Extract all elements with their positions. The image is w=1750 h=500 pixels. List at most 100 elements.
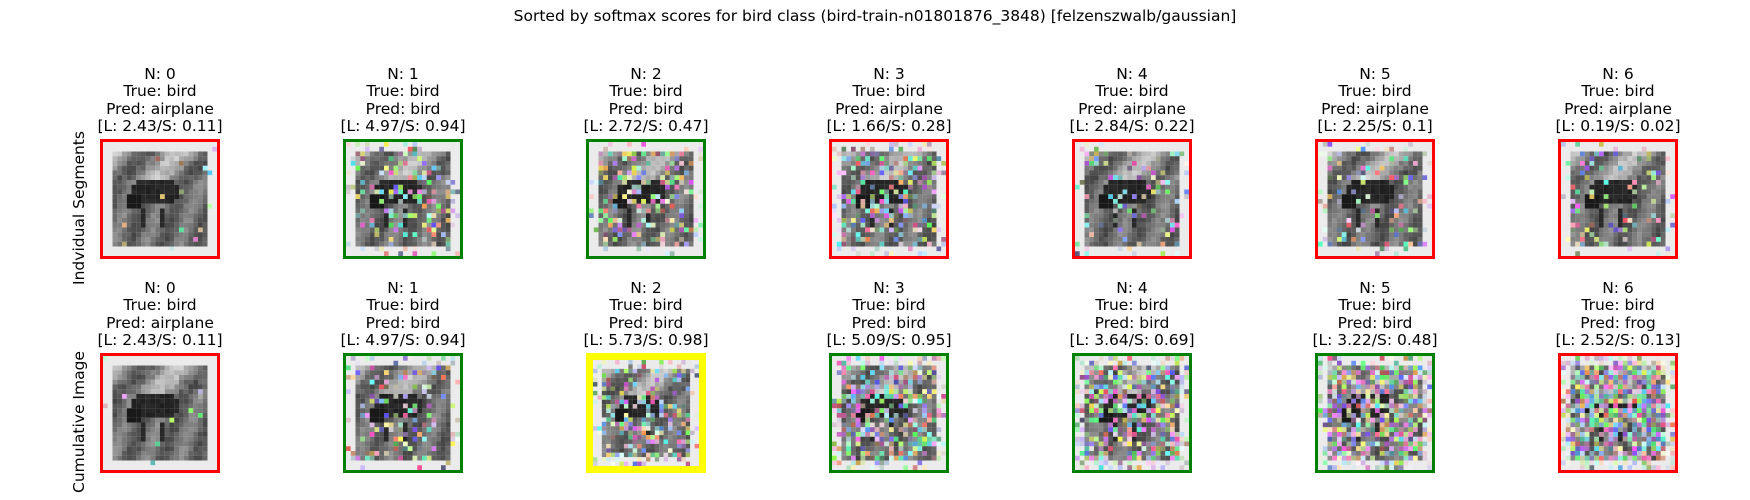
bird-thumbnail: [1318, 142, 1432, 256]
true-class-label: True: bird: [1095, 296, 1169, 315]
panel-title: N: 3 True: bird Pred: bird [L: 5.09/S: 0.95…: [789, 279, 989, 349]
panel-index-label: N: 4: [1116, 65, 1148, 83]
score-label: [L: 2.84/S: 0.22]: [1069, 116, 1195, 135]
true-class-label: True: bird: [609, 296, 683, 315]
image-panel: N: 0 True: bird Pred: airplane [L: 2.43/S: …: [60, 65, 260, 276]
segment-image: [343, 353, 463, 473]
bird-thumbnail: [103, 356, 217, 470]
panel-title: N: 2 True: bird Pred: bird [L: 2.72/S: 0.47…: [546, 65, 746, 135]
predicted-class-label: Pred: airplane: [1321, 99, 1429, 118]
score-label: [L: 4.97/S: 0.94]: [340, 116, 466, 135]
score-label: [L: 4.97/S: 0.94]: [340, 330, 466, 349]
score-label: [L: 3.22/S: 0.48]: [1312, 330, 1438, 349]
segment-image: [1072, 139, 1192, 259]
score-label: [L: 2.43/S: 0.11]: [97, 116, 223, 135]
true-class-label: True: bird: [123, 82, 197, 101]
panel-title: N: 4 True: bird Pred: airplane [L: 2.84/S: …: [1032, 65, 1232, 135]
predicted-class-label: Pred: bird: [365, 313, 441, 332]
panel-title: N: 6 True: bird Pred: airplane [L: 0.19/S: …: [1518, 65, 1718, 135]
panel-index-label: N: 1: [387, 65, 419, 83]
score-label: [L: 2.72/S: 0.47]: [583, 116, 709, 135]
predicted-class-label: Pred: bird: [851, 313, 927, 332]
panel-index-label: N: 6: [1602, 65, 1634, 83]
panel-index-label: N: 6: [1602, 279, 1634, 297]
score-label: [L: 2.43/S: 0.11]: [97, 330, 223, 349]
predicted-class-label: Pred: bird: [608, 99, 684, 118]
score-label: [L: 3.64/S: 0.69]: [1069, 330, 1195, 349]
panel-title: N: 0 True: bird Pred: airplane [L: 2.43/S: …: [60, 65, 260, 135]
panel-index-label: N: 5: [1359, 279, 1391, 297]
panel-index-label: N: 0: [144, 65, 176, 83]
panel-index-label: N: 2: [630, 279, 662, 297]
image-panel: N: 4 True: bird Pred: airplane [L: 2.84/S: …: [1032, 65, 1232, 276]
image-panel: N: 2 True: bird Pred: bird [L: 2.72/S: 0.47…: [546, 65, 746, 276]
predicted-class-label: Pred: frog: [1580, 313, 1656, 332]
bird-thumbnail: [1075, 356, 1189, 470]
segment-image: [829, 353, 949, 473]
segment-image: [586, 139, 706, 259]
predicted-class-label: Pred: airplane: [1564, 99, 1672, 118]
segment-image: [1315, 353, 1435, 473]
true-class-label: True: bird: [852, 296, 926, 315]
image-panel: N: 2 True: bird Pred: bird [L: 5.73/S: 0.98…: [546, 279, 746, 490]
score-label: [L: 2.52/S: 0.13]: [1555, 330, 1681, 349]
segment-image: [586, 353, 706, 473]
image-panel: N: 1 True: bird Pred: bird [L: 4.97/S: 0.94…: [303, 279, 503, 490]
panel-index-label: N: 5: [1359, 65, 1391, 83]
bird-thumbnail: [832, 142, 946, 256]
panel-title: N: 0 True: bird Pred: airplane [L: 2.43/S: …: [60, 279, 260, 349]
predicted-class-label: Pred: airplane: [1078, 99, 1186, 118]
bird-thumbnail: [1075, 142, 1189, 256]
panel-index-label: N: 0: [144, 279, 176, 297]
bird-thumbnail: [346, 356, 460, 470]
figure-title: Sorted by softmax scores for bird class …: [513, 7, 1237, 25]
predicted-class-label: Pred: bird: [1337, 313, 1413, 332]
true-class-label: True: bird: [1338, 82, 1412, 101]
predicted-class-label: Pred: bird: [1094, 313, 1170, 332]
panel-index-label: N: 3: [873, 279, 905, 297]
panel-title: N: 3 True: bird Pred: airplane [L: 1.66/S: …: [789, 65, 989, 135]
predicted-class-label: Pred: bird: [365, 99, 441, 118]
image-panel: N: 6 True: bird Pred: airplane [L: 0.19/S: …: [1518, 65, 1718, 276]
image-panel: N: 5 True: bird Pred: bird [L: 3.22/S: 0.48…: [1275, 279, 1475, 490]
score-label: [L: 0.19/S: 0.02]: [1555, 116, 1681, 135]
image-panel: N: 1 True: bird Pred: bird [L: 4.97/S: 0.94…: [303, 65, 503, 276]
segment-image: [829, 139, 949, 259]
segment-image: [100, 139, 220, 259]
bird-thumbnail: [589, 142, 703, 256]
segment-image: [1315, 139, 1435, 259]
bird-thumbnail: [1561, 142, 1675, 256]
bird-thumbnail: [1318, 356, 1432, 470]
segment-image: [1558, 353, 1678, 473]
predicted-class-label: Pred: airplane: [106, 313, 214, 332]
panel-index-label: N: 3: [873, 65, 905, 83]
panel-title: N: 5 True: bird Pred: bird [L: 3.22/S: 0.48…: [1275, 279, 1475, 349]
image-panel: N: 6 True: bird Pred: frog [L: 2.52/S: 0.13…: [1518, 279, 1718, 490]
bird-thumbnail: [103, 142, 217, 256]
image-panel: N: 5 True: bird Pred: airplane [L: 2.25/S: …: [1275, 65, 1475, 276]
true-class-label: True: bird: [1095, 82, 1169, 101]
true-class-label: True: bird: [366, 82, 440, 101]
panel-index-label: N: 2: [630, 65, 662, 83]
panel-title: N: 1 True: bird Pred: bird [L: 4.97/S: 0.94…: [303, 279, 503, 349]
score-label: [L: 1.66/S: 0.28]: [826, 116, 952, 135]
panel-title: N: 1 True: bird Pred: bird [L: 4.97/S: 0.94…: [303, 65, 503, 135]
bird-thumbnail: [1561, 356, 1675, 470]
true-class-label: True: bird: [1581, 296, 1655, 315]
true-class-label: True: bird: [852, 82, 926, 101]
true-class-label: True: bird: [366, 296, 440, 315]
panel-index-label: N: 4: [1116, 279, 1148, 297]
panel-title: N: 5 True: bird Pred: airplane [L: 2.25/S: …: [1275, 65, 1475, 135]
image-panel: N: 3 True: bird Pred: bird [L: 5.09/S: 0.95…: [789, 279, 989, 490]
panel-title: N: 2 True: bird Pred: bird [L: 5.73/S: 0.98…: [546, 279, 746, 349]
segment-image: [100, 353, 220, 473]
true-class-label: True: bird: [609, 82, 683, 101]
true-class-label: True: bird: [123, 296, 197, 315]
score-label: [L: 2.25/S: 0.1]: [1317, 116, 1433, 135]
segment-image: [1558, 139, 1678, 259]
score-label: [L: 5.09/S: 0.95]: [826, 330, 952, 349]
segment-image: [1072, 353, 1192, 473]
image-panel: N: 3 True: bird Pred: airplane [L: 1.66/S: …: [789, 65, 989, 276]
score-label: [L: 5.73/S: 0.98]: [583, 330, 709, 349]
image-panel: N: 0 True: bird Pred: airplane [L: 2.43/S: …: [60, 279, 260, 490]
